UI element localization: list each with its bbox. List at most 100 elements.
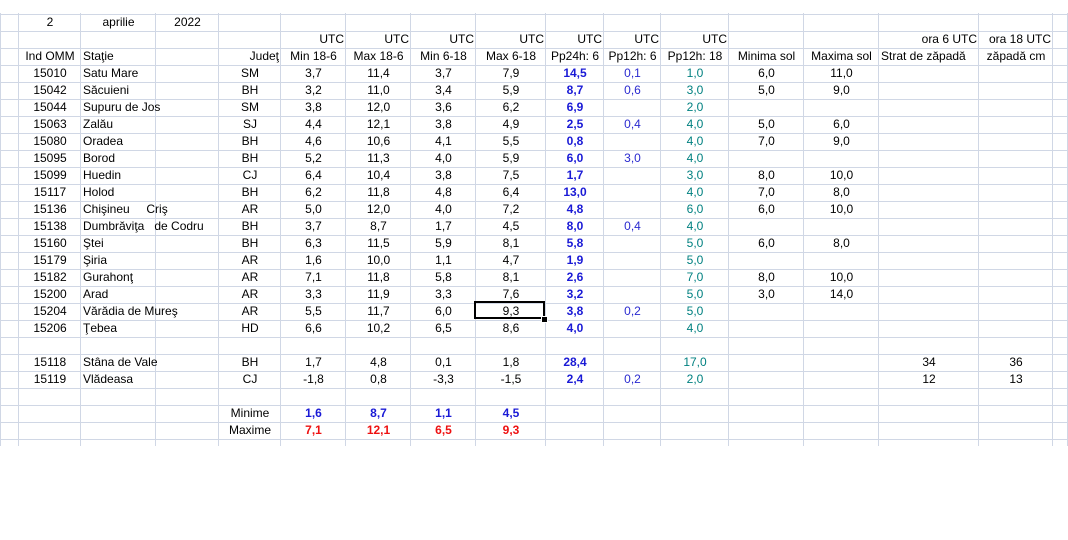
cell[interactable]: 8,7 — [370, 406, 387, 420]
cell[interactable]: Stâna de Vale — [83, 355, 158, 369]
cell[interactable]: 6,0 — [758, 202, 775, 216]
cell[interactable]: 11,0 — [367, 83, 390, 97]
cell[interactable]: ora 18 UTC — [988, 32, 1051, 46]
cell[interactable]: 1,9 — [566, 253, 584, 267]
cell[interactable]: Vărădia de Mureş — [83, 304, 178, 318]
cell[interactable]: 4,6 — [305, 134, 322, 148]
cell[interactable]: 15117 — [33, 185, 67, 199]
cell[interactable]: Maxime — [228, 423, 271, 437]
cell[interactable]: 6,3 — [305, 236, 322, 250]
cell[interactable]: 0,8 — [370, 372, 387, 386]
cell[interactable]: 8,1 — [502, 236, 520, 250]
cell[interactable]: 8,0 — [758, 270, 775, 284]
cell[interactable]: 15099 — [33, 168, 67, 182]
cell[interactable]: 8,6 — [502, 321, 520, 335]
selected-cell[interactable] — [474, 301, 545, 319]
cell[interactable]: 15182 — [33, 270, 67, 284]
cell[interactable]: 9,3 — [502, 423, 520, 437]
cell[interactable]: CJ — [242, 168, 258, 182]
cell[interactable]: 6,9 — [566, 100, 584, 114]
cell[interactable]: 3,3 — [435, 287, 452, 301]
cell[interactable]: 1,8 — [502, 355, 520, 369]
cell[interactable]: 1,6 — [305, 253, 322, 267]
cell[interactable]: 6,0 — [833, 117, 850, 131]
cell[interactable]: SM — [241, 100, 259, 114]
cell[interactable]: UTC — [634, 32, 659, 46]
cell[interactable]: 5,0 — [686, 236, 704, 250]
column-header[interactable]: Maxima sol — [811, 49, 872, 63]
cell[interactable]: 28,4 — [563, 355, 587, 369]
cell[interactable]: 36 — [1009, 355, 1023, 369]
cell[interactable]: 4,0 — [686, 185, 704, 199]
cell[interactable]: Săcuieni — [83, 83, 130, 97]
cell[interactable]: 2022 — [174, 15, 201, 29]
cell[interactable]: 15179 — [33, 253, 67, 267]
cell[interactable]: 5,0 — [686, 253, 704, 267]
cell[interactable]: 7,0 — [686, 270, 704, 284]
cell[interactable]: 0,2 — [624, 304, 641, 318]
cell[interactable]: 4,8 — [566, 202, 584, 216]
cell[interactable]: 2,5 — [566, 117, 584, 131]
cell[interactable]: Gurahonţ — [83, 270, 134, 284]
cell[interactable]: Huedin — [83, 168, 122, 182]
cell[interactable]: 10,4 — [366, 168, 391, 182]
cell[interactable]: 3,6 — [435, 100, 452, 114]
cell[interactable]: 2,0 — [686, 100, 704, 114]
cell[interactable]: 4,9 — [502, 117, 520, 131]
cell[interactable]: 1,1 — [435, 253, 452, 267]
cell[interactable]: 6,2 — [502, 100, 520, 114]
cell[interactable]: 34 — [922, 355, 936, 369]
cell[interactable]: 6,2 — [305, 185, 322, 199]
cell[interactable]: 5,2 — [305, 151, 322, 165]
cell[interactable]: Ştei — [83, 236, 104, 250]
cell[interactable]: 5,5 — [502, 134, 520, 148]
cell[interactable]: 8,0 — [833, 185, 850, 199]
cell[interactable]: 4,0 — [686, 117, 704, 131]
cell[interactable]: 6,0 — [435, 304, 452, 318]
cell[interactable]: BH — [241, 151, 259, 165]
cell[interactable]: SJ — [242, 117, 257, 131]
cell[interactable]: 5,8 — [566, 236, 584, 250]
cell[interactable]: 1,6 — [305, 406, 322, 420]
cell[interactable]: 9,0 — [833, 83, 850, 97]
cell[interactable]: 6,5 — [435, 423, 452, 437]
cell[interactable]: AR — [241, 253, 259, 267]
cell[interactable]: 0,4 — [624, 117, 641, 131]
cell[interactable]: 10,0 — [829, 270, 854, 284]
cell[interactable]: -1,8 — [303, 372, 324, 386]
cell[interactable]: 5,0 — [758, 83, 775, 97]
cell[interactable]: UTC — [577, 32, 602, 46]
cell[interactable]: 3,0 — [624, 151, 641, 165]
cell[interactable]: 11,0 — [830, 66, 853, 80]
fill-handle[interactable] — [541, 316, 548, 323]
cell[interactable]: 10,0 — [829, 168, 854, 182]
cell[interactable]: 7,0 — [758, 134, 775, 148]
cell[interactable]: 8,1 — [502, 270, 520, 284]
cell[interactable]: 3,2 — [305, 83, 322, 97]
cell[interactable]: Ţebea — [83, 321, 118, 335]
cell[interactable]: 12 — [922, 372, 936, 386]
cell[interactable]: 12,1 — [366, 423, 391, 437]
cell[interactable]: 3,7 — [435, 66, 452, 80]
cell[interactable]: 0,6 — [624, 83, 641, 97]
cell[interactable]: 9,0 — [833, 134, 850, 148]
cell[interactable]: 3,0 — [686, 168, 704, 182]
cell[interactable]: AR — [241, 202, 259, 216]
cell[interactable]: 7,9 — [502, 66, 520, 80]
cell[interactable]: HD — [241, 321, 259, 335]
cell[interactable]: Holod — [83, 185, 115, 199]
cell[interactable]: 3,2 — [566, 287, 584, 301]
cell[interactable]: 3,3 — [305, 287, 322, 301]
column-header[interactable]: Judeţ — [249, 49, 279, 63]
cell[interactable]: 12,1 — [366, 117, 391, 131]
cell[interactable]: 3,8 — [305, 100, 322, 114]
cell[interactable]: 0,4 — [624, 219, 641, 233]
cell[interactable]: ora 6 UTC — [921, 32, 977, 46]
cell[interactable]: 13,0 — [563, 185, 587, 199]
cell[interactable]: 4,0 — [566, 321, 584, 335]
cell[interactable]: 8,0 — [566, 219, 584, 233]
cell[interactable]: 3,7 — [305, 66, 322, 80]
cell[interactable]: 1,7 — [566, 168, 584, 182]
cell[interactable]: 15080 — [33, 134, 67, 148]
cell[interactable]: BH — [241, 134, 259, 148]
